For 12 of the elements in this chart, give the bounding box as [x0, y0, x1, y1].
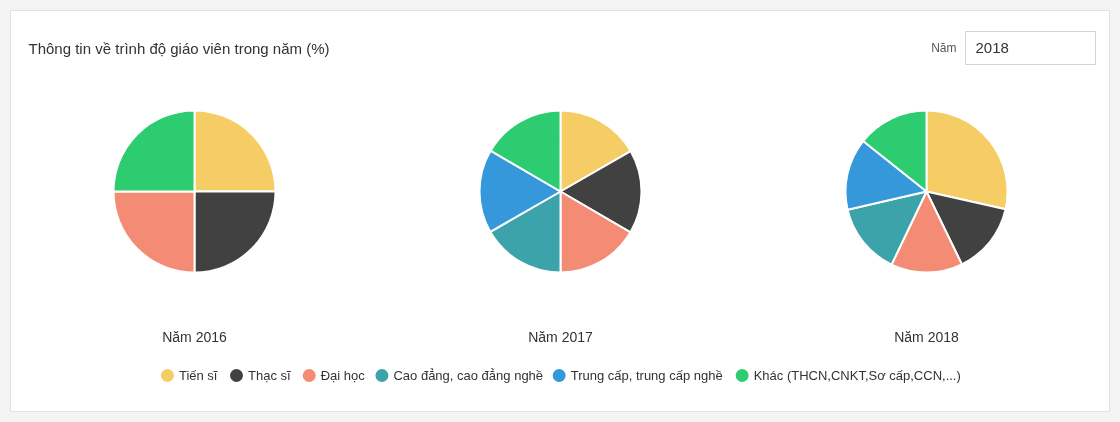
- legend-label: Cao đẳng, cao đẳng nghề: [393, 368, 544, 383]
- legend-label: Khác (THCN,CNKT,Sơ cấp,CCN,...): [753, 368, 961, 383]
- chart-title: Thông tin về trình độ giáo viên trong năm (%): [28, 40, 330, 57]
- legend-label: Đại học: [320, 368, 366, 383]
- legend-label: Trung cấp, trung cấp nghề: [570, 368, 723, 383]
- slice-label: Năm 2016: [162, 328, 228, 345]
- text: 2018: [975, 39, 1009, 56]
- text: Năm: [931, 41, 957, 55]
- slice-label: Năm 2017: [528, 328, 594, 345]
- legend-label: Tiến sĩ: [178, 368, 219, 383]
- slice-label: Năm 2018: [894, 328, 960, 345]
- legend-label: Thạc sĩ: [248, 368, 293, 383]
